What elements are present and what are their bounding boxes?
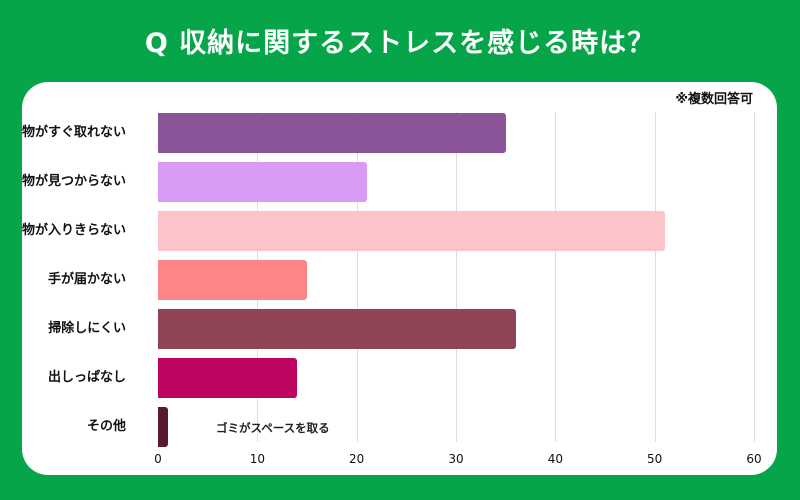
- category-label: 掃除しにくい: [48, 321, 126, 336]
- category-label: その他: [86, 419, 126, 434]
- bar: [158, 162, 367, 202]
- gridline: [654, 112, 656, 442]
- bar: [158, 211, 665, 251]
- bar: [158, 260, 307, 300]
- chart-panel: ※複数回答可 0 10 20 30 40 50 60 物がすぐ取れない 物が見つからない 物が入り…: [22, 82, 777, 475]
- x-tick-label: 40: [547, 452, 563, 466]
- bar: [158, 113, 506, 153]
- category-label: 出しっぱなし: [47, 370, 126, 385]
- x-tick-label: 10: [249, 452, 265, 466]
- chart-title: Q 収納に関するストレスを感じる時は？: [144, 27, 656, 59]
- gridline: [456, 112, 457, 442]
- category-label: 物がすぐ取れない: [21, 125, 126, 140]
- gridline: [754, 112, 755, 442]
- x-tick-label: 60: [746, 452, 762, 466]
- plot-area: 0 10 20 30 40 50 60 物がすぐ取れない 物が見つからない 物が入りきらない手が届…: [22, 112, 762, 466]
- gridline: [356, 112, 358, 442]
- category-label: 物が見つからない: [21, 174, 126, 189]
- category-label: 手が届かない: [47, 272, 126, 287]
- multiple-answers-note: ※複数回答可: [675, 92, 753, 107]
- x-tick-label: 50: [647, 452, 663, 466]
- x-tick-label: 20: [349, 452, 365, 466]
- x-tick-label: 0: [154, 452, 162, 466]
- category-label: 物が入りきらない: [21, 223, 126, 238]
- other-annotation: ゴミがスペースを取る: [216, 421, 330, 435]
- bar: [158, 358, 298, 398]
- bar: [158, 407, 168, 447]
- x-tick-label: 30: [448, 452, 464, 466]
- bar: [158, 309, 516, 349]
- gridline: [555, 112, 557, 442]
